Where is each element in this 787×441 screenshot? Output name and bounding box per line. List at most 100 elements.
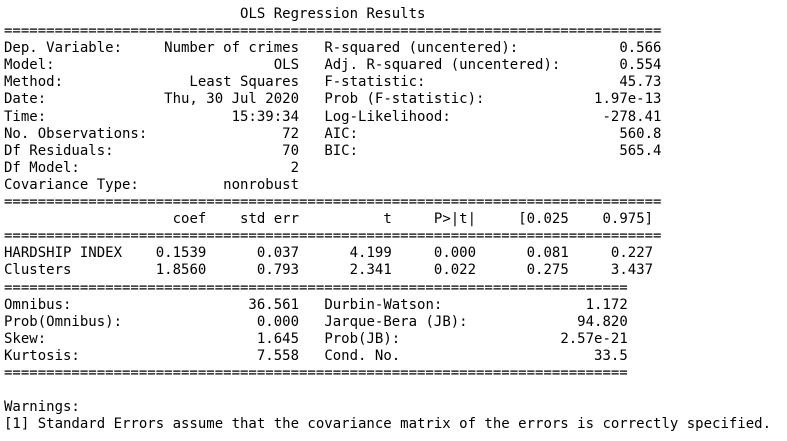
diagnostics-row: Prob(Omnibus): 0.000 Jarque-Bera (JB): 9…	[4, 314, 787, 331]
coef-table-row: Clusters 1.8560 0.793 2.341 0.022 0.275 …	[4, 262, 787, 279]
coef-cell: 1.8560	[122, 262, 207, 279]
model-info-row: Model: OLS Adj. R-squared (uncentered): …	[4, 57, 787, 74]
diag-value: 94.820	[492, 313, 628, 330]
stat-label: Df Residuals:	[4, 142, 156, 159]
warning-text: [1] Standard Errors assume that the cova…	[4, 416, 772, 433]
coef-row-name: HARDSHIP INDEX	[4, 245, 123, 262]
coef-cell: 0.275	[476, 262, 569, 279]
stat-value: Least Squares	[155, 74, 300, 91]
model-info-row: Df Residuals: 70 BIC: 565.4	[4, 143, 787, 160]
separator-top: ========================================…	[4, 23, 787, 40]
separator-rule: ========================================…	[4, 279, 628, 296]
diag-label: Prob(Omnibus):	[4, 313, 173, 330]
separator-diag-bottom: ========================================…	[4, 365, 787, 382]
diag-label: Cond. No.	[324, 347, 493, 364]
stat-label: Log-Likelihood:	[324, 108, 561, 125]
coef-cell: 0.022	[391, 262, 477, 279]
model-info-row: Dep. Variable: Number of crimes R-square…	[4, 40, 787, 57]
coef-column-header: 0.975]	[568, 211, 654, 228]
model-info-row: Method: Least Squares F-statistic: 45.73	[4, 74, 787, 91]
separator-coef: ========================================…	[4, 228, 787, 245]
coef-cell: 3.437	[568, 262, 654, 279]
coef-table-row: HARDSHIP INDEX 0.1539 0.037 4.199 0.000 …	[4, 245, 787, 262]
separator-mid: ========================================…	[4, 194, 787, 211]
diagnostics-row: Omnibus: 36.561 Durbin-Watson: 1.172	[4, 297, 787, 314]
diag-label: Durbin-Watson:	[324, 296, 493, 313]
diag-label: Prob(JB):	[324, 330, 493, 347]
stat-value: 560.8	[560, 125, 662, 142]
diag-value: 33.5	[492, 347, 628, 364]
stat-label: Date:	[4, 91, 156, 108]
stat-value: Thu, 30 Jul 2020	[155, 91, 300, 108]
separator-rule: ========================================…	[4, 194, 662, 211]
blank-line	[4, 382, 787, 399]
stat-value: 2	[155, 159, 300, 176]
diag-label: Jarque-Bera (JB):	[324, 313, 493, 330]
coef-column-header: std err	[206, 211, 300, 228]
stat-value: -278.41	[560, 108, 662, 125]
stat-label: No. Observations:	[4, 125, 156, 142]
stat-label: Dep. Variable:	[4, 40, 156, 57]
warning-item: [1] Standard Errors assume that the cova…	[4, 416, 787, 433]
stat-value: 15:39:34	[155, 108, 300, 125]
diag-value: 2.57e-21	[492, 330, 628, 347]
stat-value: 565.4	[560, 142, 662, 159]
stat-label: Model:	[4, 57, 156, 74]
stat-value: 70	[155, 142, 300, 159]
stat-label: AIC:	[324, 125, 561, 142]
stat-value: 1.97e-13	[560, 91, 662, 108]
coef-table-header: coef std err t P>|t| [0.025 0.975]	[4, 211, 787, 228]
separator-rule: ========================================…	[4, 228, 662, 245]
stat-value: 0.554	[560, 57, 662, 74]
stat-value: Number of crimes	[155, 40, 300, 57]
coef-row-name: Clusters	[4, 262, 123, 279]
stat-label: R-squared (uncentered):	[324, 40, 561, 57]
coef-cell: 0.793	[206, 262, 300, 279]
stat-label: Df Model:	[4, 159, 156, 176]
diagnostics-row: Kurtosis: 7.558 Cond. No. 33.5	[4, 348, 787, 365]
warnings-heading: Warnings:	[4, 399, 787, 416]
stat-label: Method:	[4, 74, 156, 91]
coef-column-header: coef	[122, 211, 207, 228]
diag-label: Kurtosis:	[4, 347, 173, 364]
model-info-row: Covariance Type: nonrobust	[4, 177, 787, 194]
coef-cell: 0.227	[568, 245, 654, 262]
separator-rule: ========================================…	[4, 364, 628, 381]
stat-label: Covariance Type:	[4, 176, 156, 193]
diag-label: Skew:	[4, 330, 173, 347]
model-info-row: Time: 15:39:34 Log-Likelihood: -278.41	[4, 109, 787, 126]
stat-label: Adj. R-squared (uncentered):	[324, 57, 561, 74]
stat-value: 72	[155, 125, 300, 142]
diag-value: 1.645	[172, 330, 300, 347]
diag-value: 36.561	[172, 296, 300, 313]
report-title: OLS Regression Results	[4, 6, 787, 23]
warnings-heading-text: Warnings:	[4, 399, 80, 416]
diag-value: 0.000	[172, 313, 300, 330]
stat-label: F-statistic:	[324, 74, 561, 91]
stat-value: OLS	[155, 57, 300, 74]
model-info-row: Df Model: 2	[4, 160, 787, 177]
stat-value: 0.566	[560, 40, 662, 57]
stat-value: 45.73	[560, 74, 662, 91]
diag-value: 1.172	[492, 296, 628, 313]
coef-column-header: t	[299, 211, 392, 228]
model-info-row: Date: Thu, 30 Jul 2020 Prob (F-statistic…	[4, 91, 787, 108]
stat-label: Prob (F-statistic):	[324, 91, 561, 108]
coef-cell: 0.037	[206, 245, 300, 262]
stat-label: BIC:	[324, 142, 561, 159]
stat-label: Time:	[4, 108, 156, 125]
diagnostics-row: Skew: 1.645 Prob(JB): 2.57e-21	[4, 331, 787, 348]
report-title-text: OLS Regression Results	[240, 6, 426, 22]
separator-rule: ========================================…	[4, 23, 662, 40]
coef-cell: 0.000	[391, 245, 477, 262]
coef-cell: 4.199	[299, 245, 392, 262]
coef-column-header: [0.025	[476, 211, 569, 228]
coef-cell: 2.341	[299, 262, 392, 279]
diag-value: 7.558	[172, 347, 300, 364]
diag-label: Omnibus:	[4, 296, 173, 313]
separator-diag-top: ========================================…	[4, 280, 787, 297]
model-info-row: No. Observations: 72 AIC: 560.8	[4, 126, 787, 143]
coef-column-header: P>|t|	[391, 211, 477, 228]
stat-value: nonrobust	[155, 176, 300, 193]
